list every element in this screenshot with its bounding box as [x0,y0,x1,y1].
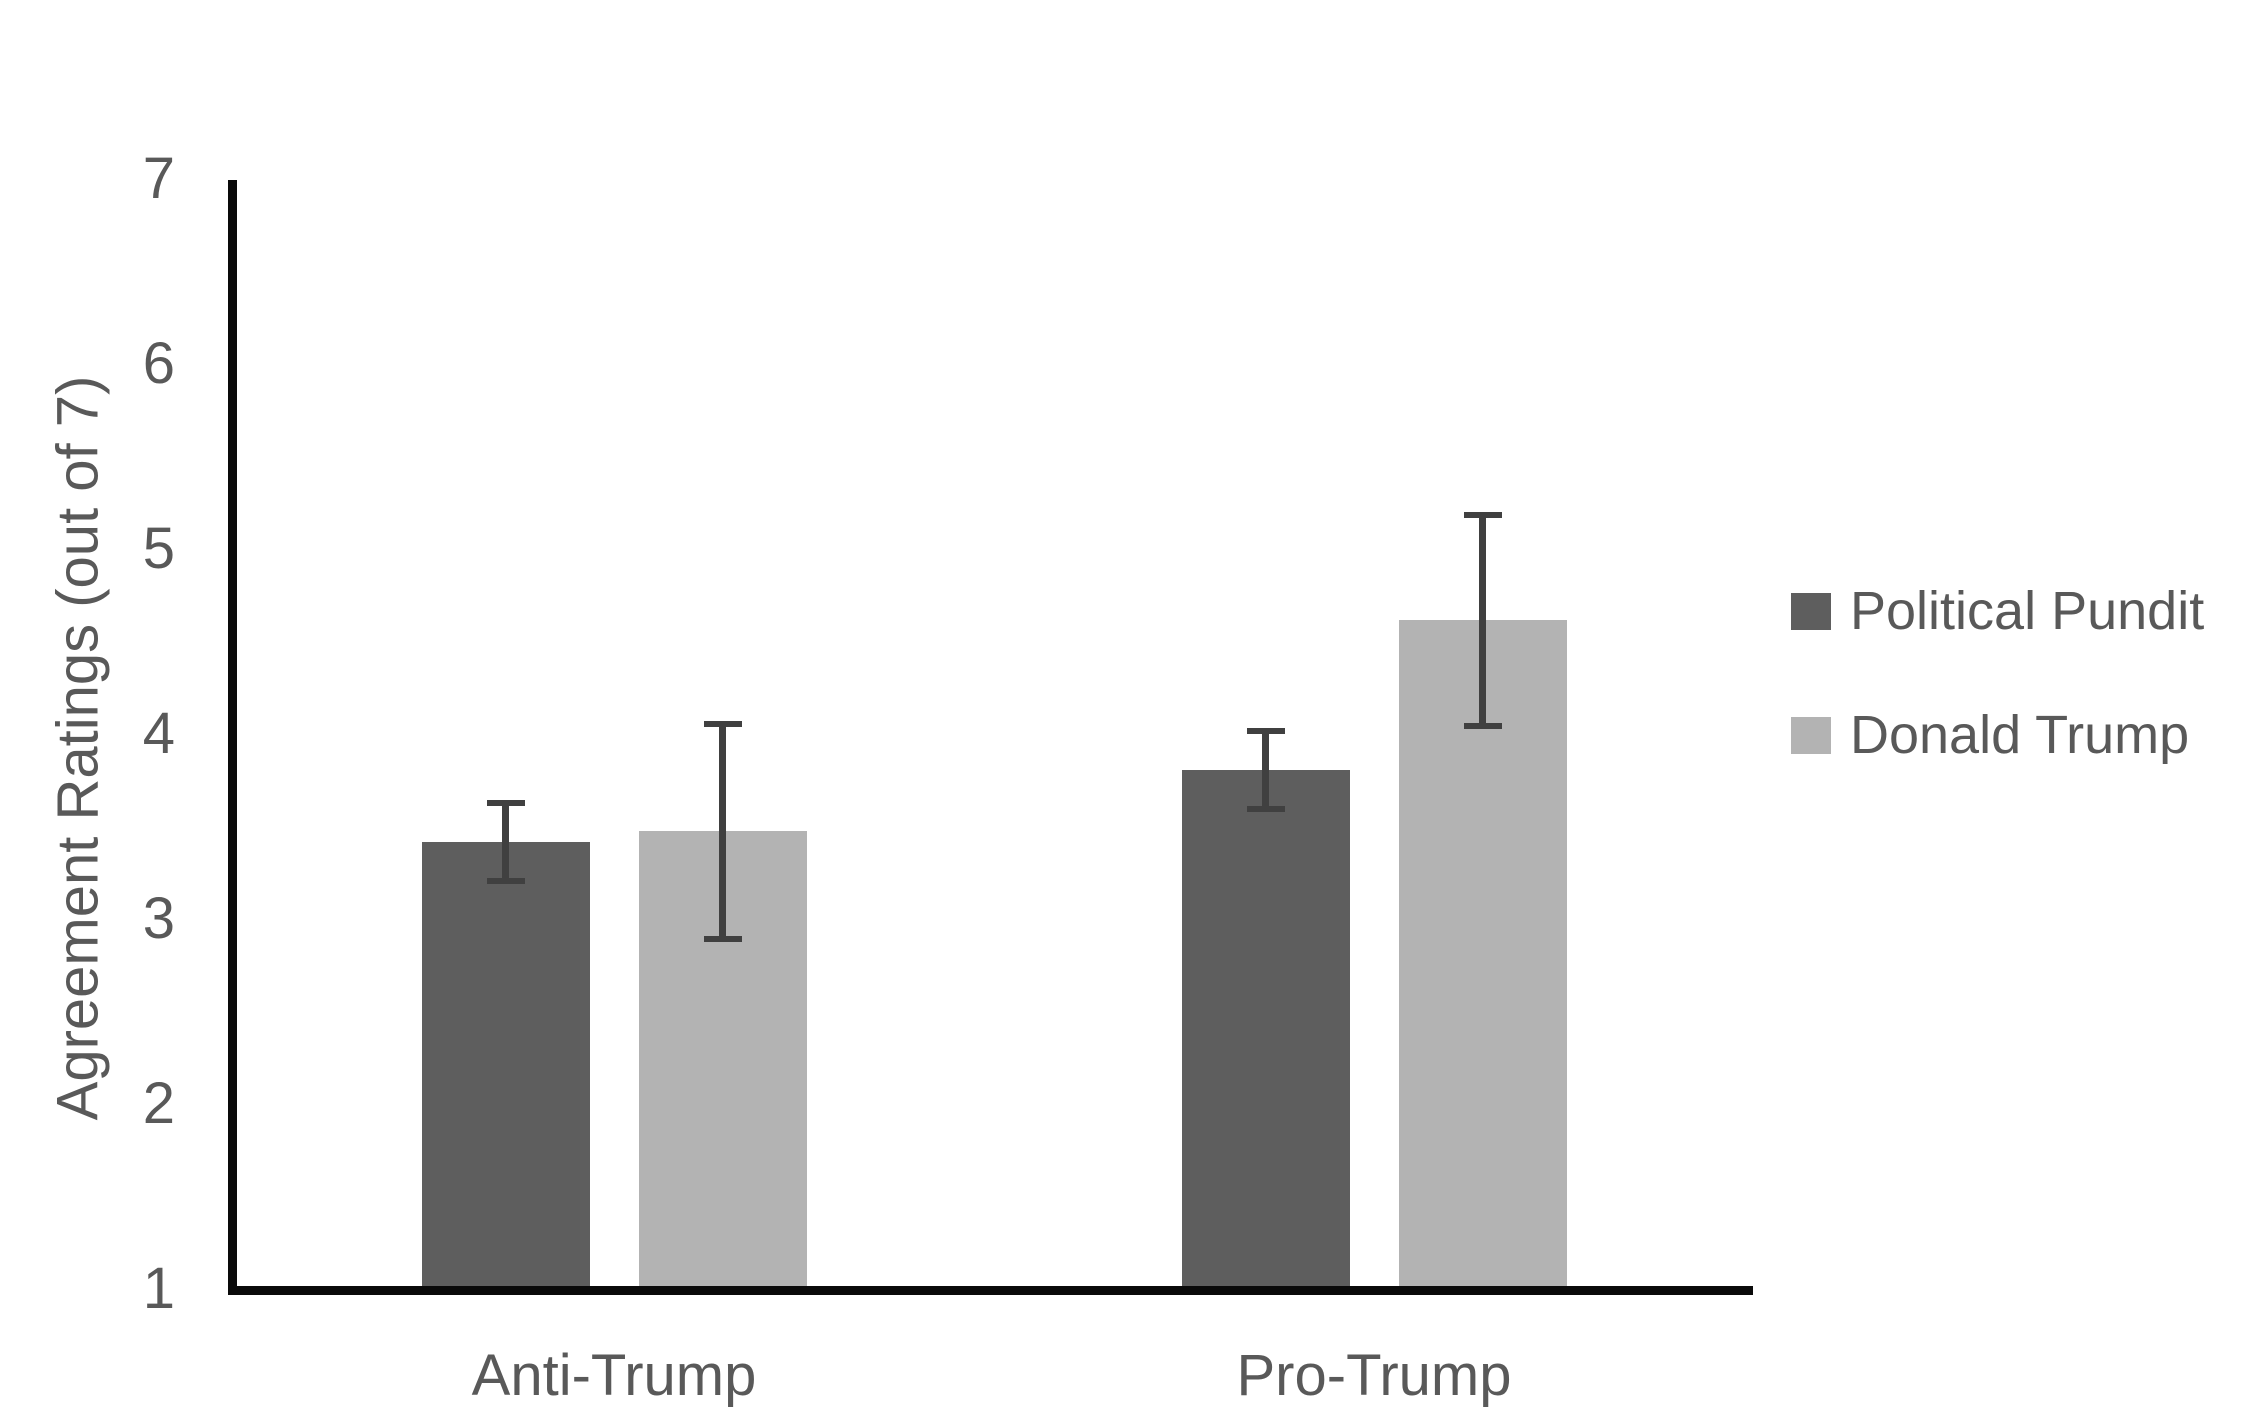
bar-donald-trump-pro-trump [1398,620,1567,1286]
error-bar-donald-trump-pro-trump-cap-top [1463,511,1502,518]
bar-political-pundit-anti-trump [421,842,590,1286]
error-bar-donald-trump-pro-trump-line [1479,514,1486,726]
error-bar-political-pundit-pro-trump-cap-top [1246,728,1285,735]
legend-swatch-political-pundit [1791,592,1831,630]
legend: Political Pundit Donald Trump [1791,578,2204,826]
bar-political-pundit-pro-trump [1181,770,1350,1286]
y-axis-tick-label: 4 [142,700,175,766]
legend-label-donald-trump: Donald Trump [1850,705,2190,765]
x-axis-line [228,1286,1753,1295]
error-bar-donald-trump-anti-trump-cap-top [703,720,742,727]
error-bar-political-pundit-anti-trump-line [502,803,509,882]
legend-item-political-pundit: Political Pundit [1791,578,2204,644]
y-axis-tick-label: 3 [142,885,175,951]
error-bar-donald-trump-anti-trump-line [719,723,726,939]
error-bar-political-pundit-pro-trump-cap-bottom [1246,806,1285,812]
y-axis-tick-label: 1 [142,1255,175,1321]
y-axis-tick-label: 5 [142,515,175,581]
error-bar-donald-trump-pro-trump-cap-bottom [1463,722,1502,729]
y-axis-tick-label: 7 [142,145,175,211]
y-axis-line [228,180,237,1295]
y-axis-tick-label: 2 [142,1070,175,1136]
legend-label-political-pundit: Political Pundit [1850,581,2205,641]
y-axis-tick-label: 6 [142,330,175,396]
error-bar-political-pundit-anti-trump-cap-bottom [486,878,525,885]
error-bar-political-pundit-anti-trump-cap-top [486,800,525,807]
x-axis-category-label: Anti-Trump [471,1343,757,1408]
error-bar-donald-trump-anti-trump-cap-bottom [703,935,742,942]
x-axis-category-label: Pro-Trump [1236,1343,1512,1408]
legend-item-donald-trump: Donald Trump [1791,702,2204,768]
legend-swatch-donald-trump [1791,716,1831,754]
error-bar-political-pundit-pro-trump-line [1262,731,1269,809]
